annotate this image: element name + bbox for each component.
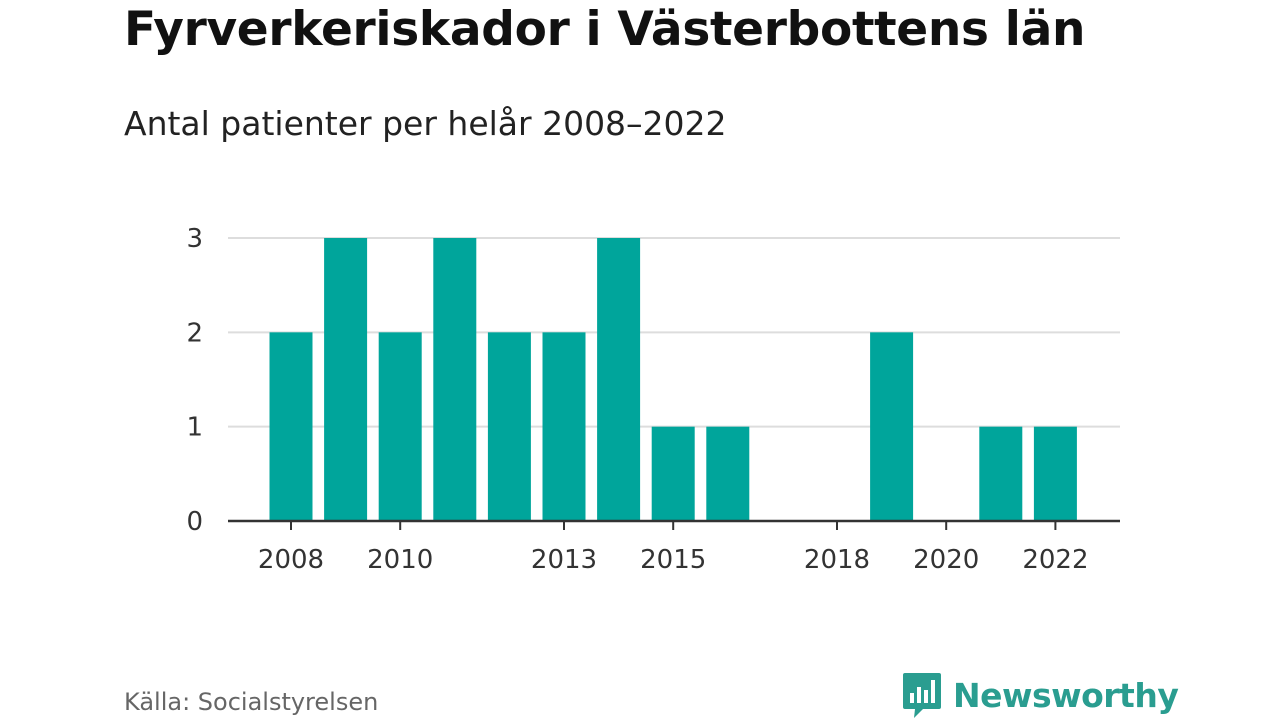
y-tick-label: 2 — [186, 318, 203, 348]
bar-chart: 0 1 2 3 2008 2010 2013 2015 2018 2020 2022 — [186, 224, 1120, 575]
brand-logo: Newsworthy — [901, 671, 1179, 719]
bar-2014 — [597, 238, 641, 521]
x-tick-label: 2015 — [640, 545, 706, 575]
x-tick-label: 2018 — [804, 545, 870, 575]
bar-2011 — [433, 238, 477, 521]
bar-2008 — [269, 332, 313, 521]
chart-title: Fyrverkeriskador i Västerbottens län — [124, 2, 1086, 57]
y-tick-label: 1 — [186, 413, 203, 443]
x-tick-label: 2013 — [531, 545, 597, 575]
x-tick-label: 2020 — [913, 545, 979, 575]
bar-2016 — [706, 426, 750, 521]
x-tick-label: 2022 — [1022, 545, 1088, 575]
source-note: Källa: Socialstyrelsen — [124, 688, 379, 716]
bar-2022 — [1033, 426, 1077, 521]
bar-2010 — [378, 332, 422, 521]
bars — [269, 238, 1077, 521]
bar-2009 — [324, 238, 368, 521]
bar-2015 — [651, 426, 695, 521]
bar-2019 — [870, 332, 914, 521]
bar-2013 — [542, 332, 586, 521]
newsworthy-logo-icon — [903, 673, 941, 718]
x-axis: 2008 2010 2013 2015 2018 2020 2022 — [228, 519, 1120, 575]
chart-subtitle: Antal patienter per helår 2008–2022 — [124, 104, 727, 143]
x-tick-label: 2010 — [367, 545, 433, 575]
y-tick-label: 0 — [186, 507, 203, 537]
bar-2012 — [487, 332, 531, 521]
brand-name: Newsworthy — [953, 675, 1179, 715]
y-tick-label: 3 — [186, 224, 203, 254]
y-axis-ticks: 0 1 2 3 — [186, 224, 203, 537]
bar-2021 — [979, 426, 1023, 521]
x-tick-label: 2008 — [258, 545, 324, 575]
